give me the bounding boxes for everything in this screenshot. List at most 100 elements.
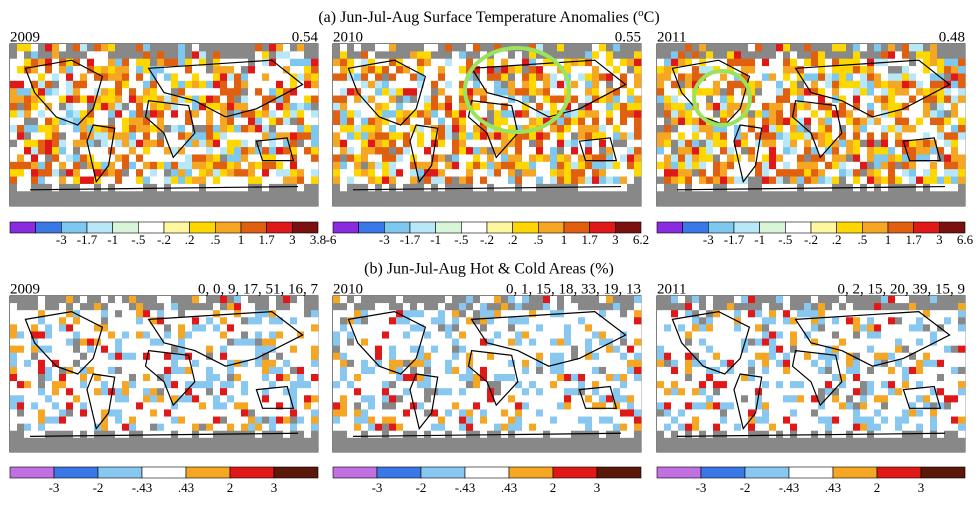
map-cell — [108, 444, 116, 453]
map-cell — [199, 154, 207, 163]
map-cell — [627, 44, 635, 52]
map-cell — [452, 303, 460, 311]
map-cell — [671, 161, 679, 170]
map-cell — [678, 198, 686, 207]
map-cell — [634, 310, 642, 318]
map-cell — [304, 430, 312, 439]
map-cell — [403, 388, 411, 396]
map-cell — [438, 125, 446, 133]
map-cell — [452, 374, 460, 382]
map-cell — [741, 117, 749, 126]
map-cell — [255, 317, 263, 325]
map-cell — [354, 296, 362, 304]
map-cell — [24, 110, 32, 118]
map-cell — [311, 95, 319, 104]
map-cell — [627, 198, 635, 207]
map-cell — [424, 310, 432, 318]
map-cell — [157, 73, 165, 82]
map-cell — [599, 110, 607, 118]
map-cell — [269, 125, 277, 133]
map-cell — [396, 388, 404, 396]
map-cell — [634, 198, 642, 207]
map-cell — [522, 402, 530, 410]
map-cell — [213, 381, 221, 389]
map-cell — [80, 366, 88, 375]
map-cell — [685, 102, 693, 111]
map-cell — [473, 296, 481, 304]
colorbar-swatch — [332, 466, 378, 479]
map-cell — [290, 198, 298, 207]
map-cell — [311, 437, 319, 446]
map-cell — [45, 110, 53, 118]
map-cell — [389, 176, 397, 185]
map-cell — [368, 310, 376, 318]
map-cell — [276, 66, 284, 74]
map-cell — [825, 80, 833, 89]
map-cell — [164, 324, 172, 332]
map-cell — [262, 374, 270, 382]
map-cell — [585, 183, 593, 192]
map-cell — [657, 51, 665, 60]
map-cell — [909, 102, 917, 111]
map-cell — [571, 395, 579, 403]
map-cell — [452, 183, 460, 192]
map-cell — [80, 88, 88, 96]
map-cell — [361, 44, 369, 52]
map-cell — [269, 366, 277, 375]
map-cell — [599, 388, 607, 396]
map-cell — [487, 381, 495, 389]
map-cell — [269, 44, 277, 52]
map-cell — [192, 338, 200, 346]
map-cell — [227, 198, 235, 207]
map-cell — [804, 95, 812, 104]
map-cell — [150, 317, 158, 325]
map-cell — [769, 58, 777, 67]
map-cell — [706, 139, 714, 148]
map-cell — [234, 73, 242, 82]
map-cell — [354, 102, 362, 111]
map-cell — [171, 409, 179, 417]
map-cell — [564, 161, 572, 170]
map-cell — [452, 345, 460, 354]
map-cell — [620, 310, 628, 318]
map-cell — [790, 139, 798, 148]
map-cell — [438, 102, 446, 111]
map-cell — [122, 402, 130, 410]
map-cell — [571, 169, 579, 177]
map-cell — [66, 303, 74, 311]
map-cell — [52, 395, 60, 403]
map-cell — [87, 444, 95, 453]
map-cell — [734, 44, 742, 52]
map-cell — [923, 66, 931, 74]
map-cell — [24, 73, 32, 82]
map-cell — [206, 132, 214, 141]
map-cell — [571, 154, 579, 163]
map-cell — [108, 324, 116, 332]
map-cell — [262, 381, 270, 389]
map-cell — [396, 331, 404, 339]
map-cell — [24, 88, 32, 96]
map-cell — [178, 352, 186, 361]
map-cell — [396, 324, 404, 332]
map-cell — [599, 444, 607, 453]
map-cell — [923, 51, 931, 60]
map-cell — [466, 303, 474, 311]
map-cell — [24, 125, 32, 133]
map-cell — [94, 132, 102, 141]
map-cell — [17, 51, 25, 60]
map-cell — [178, 388, 186, 396]
map-cell — [382, 352, 390, 361]
map-cell — [122, 132, 130, 141]
map-cell — [255, 444, 263, 453]
map-cell — [361, 409, 369, 417]
map-cell — [585, 132, 593, 141]
map-cell — [825, 176, 833, 185]
map-cell — [410, 110, 418, 118]
map-cell — [87, 176, 95, 185]
map-cell — [515, 416, 523, 424]
map-cell — [382, 102, 390, 111]
map-cell — [73, 95, 81, 104]
map-cell — [797, 198, 805, 207]
map-cell — [122, 444, 130, 453]
map-cell — [417, 310, 425, 318]
